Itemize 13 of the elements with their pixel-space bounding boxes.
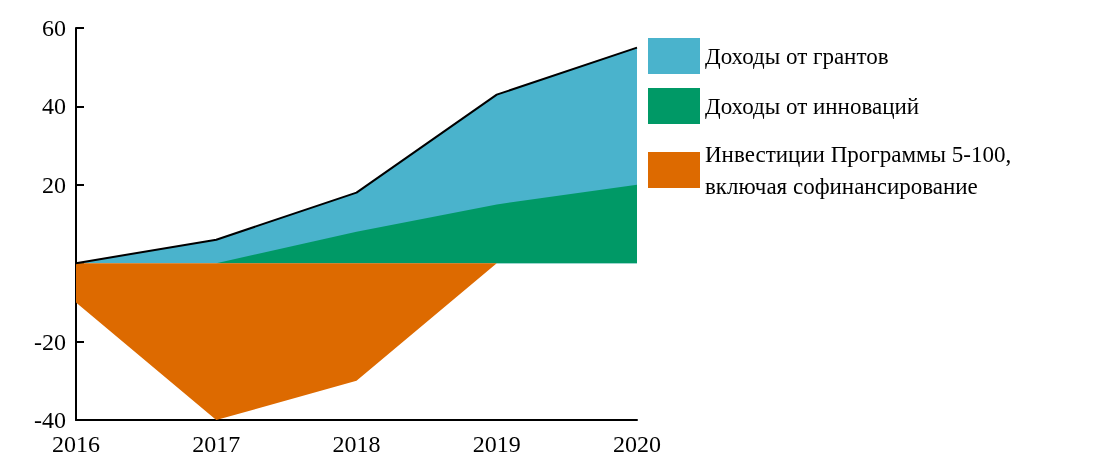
legend-label: Доходы от инноваций [705,93,920,119]
x-tick-label: 2018 [332,431,381,457]
y-tick-label: -40 [34,407,66,433]
y-tick-label: -20 [34,328,66,355]
y-tick-label: 40 [42,93,66,120]
x-tick-label: 2017 [192,431,241,457]
legend-label: Доходы от грантов [705,43,889,69]
x-tick-label: 2019 [472,431,521,457]
y-tick-label: 20 [42,171,66,198]
x-tick-label: 2020 [613,431,661,457]
legend-label: Инвестиции Программы 5-100, включая софинансирование [705,141,1012,199]
y-tick-label: 60 [42,15,66,41]
x-tick-label: 2016 [52,431,100,457]
